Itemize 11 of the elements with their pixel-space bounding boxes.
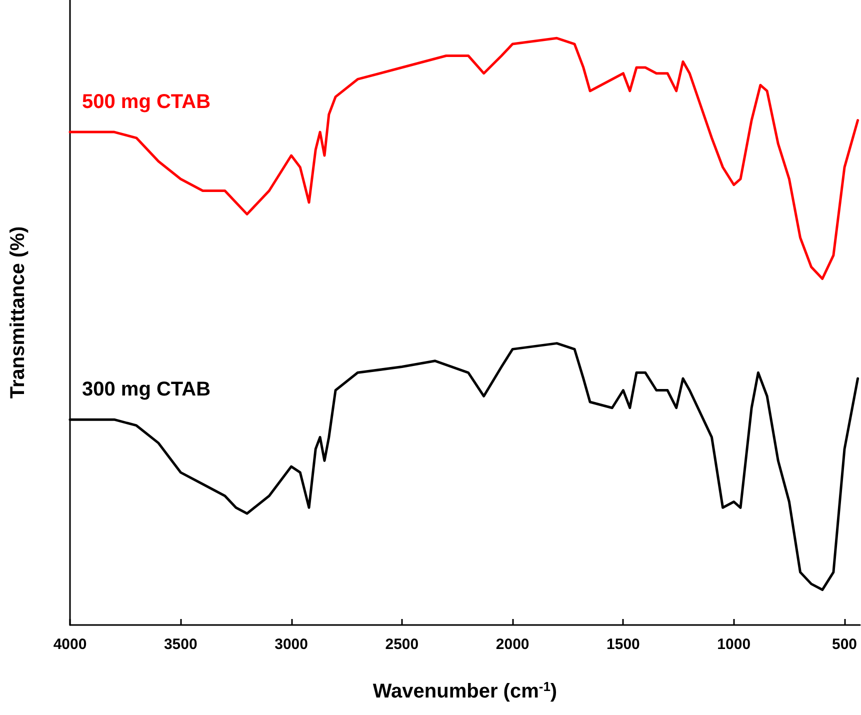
x-tick-label: 2500 — [385, 636, 419, 653]
x-tick-label: 500 — [832, 636, 858, 653]
x-tick-label: 1000 — [717, 636, 751, 653]
series-label: 300 mg CTAB — [82, 378, 211, 401]
x-tick-label: 4000 — [53, 636, 87, 653]
x-tick-label: 3500 — [164, 636, 198, 653]
y-axis-title: Transmittance (%) — [7, 226, 29, 399]
x-tick-label: 1500 — [606, 636, 640, 653]
series-label: 500 mg CTAB — [82, 91, 211, 114]
x-tick-label: 3000 — [274, 636, 308, 653]
x-tick-label: 2000 — [496, 636, 530, 653]
